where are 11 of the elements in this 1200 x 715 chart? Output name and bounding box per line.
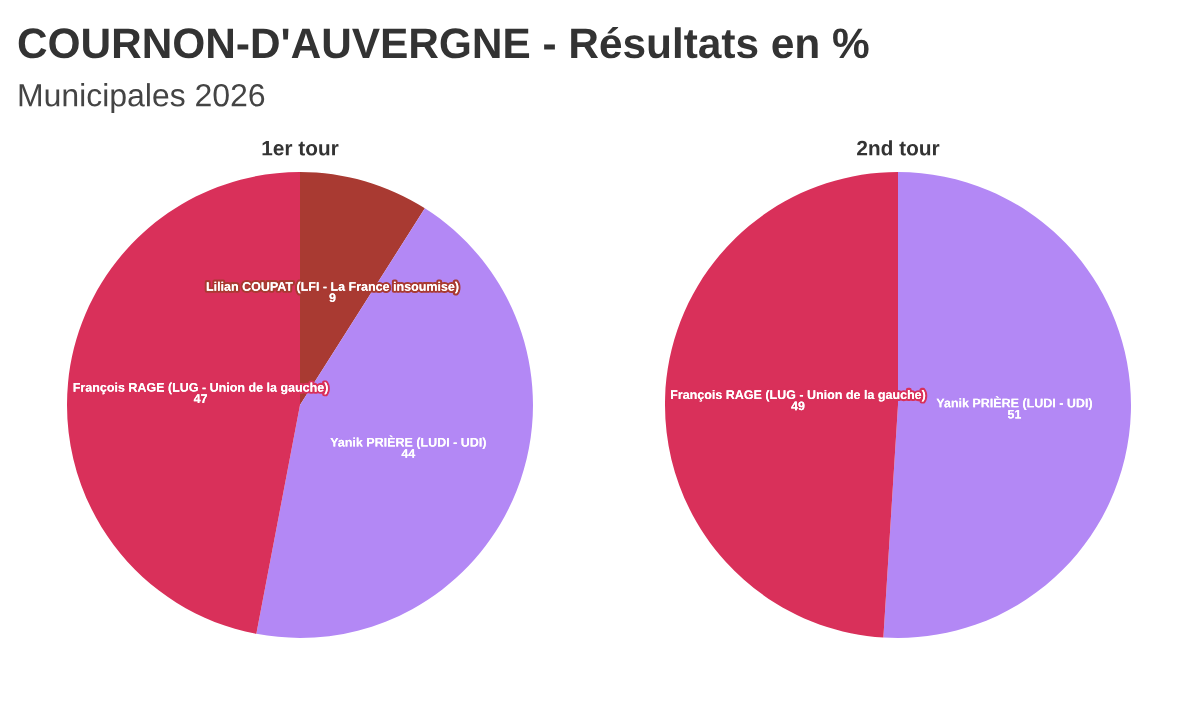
data-label: 9 xyxy=(329,293,336,303)
data-label: 44 xyxy=(401,449,416,458)
text: Municipales 2026 xyxy=(19,83,265,113)
chart-title: 2nd tour xyxy=(857,140,940,156)
data-label: 49 xyxy=(791,401,805,411)
text: COURNON-D'AUVERGNE - Résultats en % xyxy=(18,26,869,59)
slice-label: Yanik PRIÈRE (LUDI - UDI) xyxy=(330,435,486,450)
data-label: 47 xyxy=(193,394,207,403)
slice-label: Yanik PRIÈRE (LUDI - UDI) xyxy=(936,396,1092,410)
chart-title: 1er tour xyxy=(262,141,339,156)
data-label: 51 xyxy=(1007,409,1022,419)
